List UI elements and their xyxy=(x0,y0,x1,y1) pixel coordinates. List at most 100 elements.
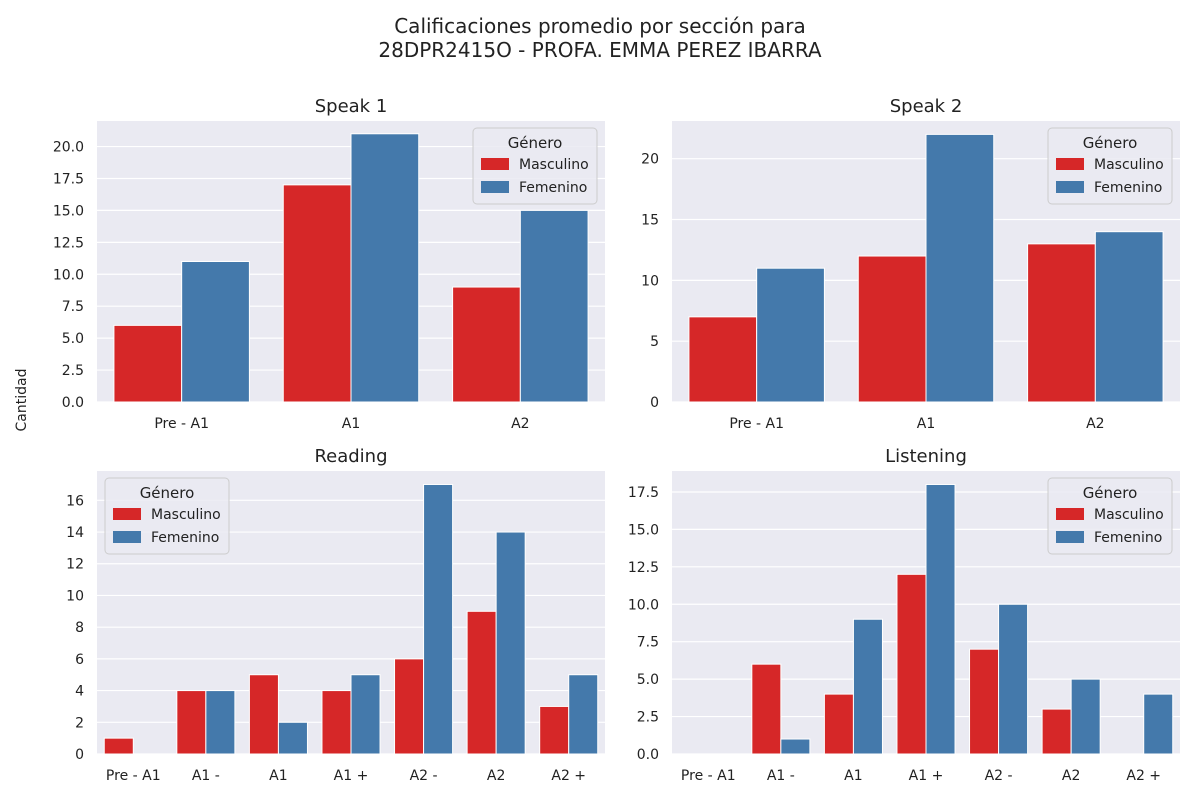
legend-label: Femenino xyxy=(519,180,587,196)
bar-masculino xyxy=(321,690,352,755)
y-tick-label: 14 xyxy=(66,525,84,541)
bar-femenino xyxy=(756,267,825,403)
bar-femenino xyxy=(495,531,526,755)
bar-masculino xyxy=(539,705,570,755)
bar-masculino xyxy=(282,184,352,403)
y-tick-label: 12.5 xyxy=(628,560,659,576)
y-tick-label: 15.0 xyxy=(628,522,659,538)
x-tick-label: A1 + xyxy=(909,768,944,784)
figure-title-line1: Calificaciones promedio por sección para xyxy=(394,14,806,38)
y-tick-label: 0 xyxy=(75,747,84,763)
y-tick-label: 5.0 xyxy=(62,331,84,347)
chart-1: 0 5 10 15 20 Pre - A1 A1 A2 Speak 2 Género Masculi… xyxy=(641,96,1180,432)
legend-swatch xyxy=(481,158,509,170)
y-tick-label: 15 xyxy=(641,213,659,229)
bar-femenino xyxy=(852,618,883,755)
legend: Género Masculino Femenino xyxy=(1047,127,1173,205)
legend-title: Género xyxy=(1083,484,1138,502)
y-tick-label: 4 xyxy=(75,684,84,700)
bar-femenino xyxy=(1143,693,1174,755)
y-tick-label: 5.0 xyxy=(637,672,659,688)
bar-masculino xyxy=(394,658,425,755)
legend-swatch xyxy=(113,531,141,543)
bar-femenino xyxy=(277,721,308,755)
bar-masculino xyxy=(1041,708,1072,755)
y-tick-label: 10 xyxy=(641,273,659,289)
y-tick-label: 7.5 xyxy=(62,299,84,315)
legend-label: Masculino xyxy=(151,507,221,523)
y-tick-label: 20.0 xyxy=(53,140,84,156)
legend-title: Género xyxy=(508,134,563,152)
x-tick-label: A2 xyxy=(1062,768,1080,784)
legend-label: Femenino xyxy=(1094,180,1162,196)
legend-title: Género xyxy=(1083,134,1138,152)
legend: Género Masculino Femenino xyxy=(104,477,230,555)
bar-masculino xyxy=(969,648,1000,755)
y-tick-label: 15.0 xyxy=(53,203,84,219)
subplot-title: Speak 2 xyxy=(890,96,963,117)
bar-femenino xyxy=(1070,678,1101,755)
x-tick-label: Pre - A1 xyxy=(106,768,161,784)
y-tick-label: 17.5 xyxy=(628,485,659,501)
x-tick-label: A1 xyxy=(844,768,862,784)
subplot-title: Speak 1 xyxy=(315,96,388,117)
x-tick-label: A2 + xyxy=(1126,768,1161,784)
figure-title-line2: 28DPR2415O - PROFA. EMMA PEREZ IBARRA xyxy=(378,38,822,62)
y-tick-label: 5 xyxy=(650,334,659,350)
y-tick-label: 12 xyxy=(66,557,84,573)
legend-swatch xyxy=(113,508,141,520)
legend-label: Femenino xyxy=(1094,530,1162,546)
bar-femenino xyxy=(1094,231,1164,403)
y-tick-label: 8 xyxy=(75,620,84,636)
bar-femenino xyxy=(519,209,589,403)
y-tick-label: 17.5 xyxy=(53,171,84,187)
bar-femenino xyxy=(181,261,250,403)
bar-masculino xyxy=(688,316,758,403)
subplot-title: Reading xyxy=(314,446,387,467)
y-tick-label: 10.0 xyxy=(628,597,659,613)
y-tick-label: 0 xyxy=(650,395,659,411)
chart-3: 0.0 2.5 5.0 7.5 10.0 12.5 15.0 17.5 Pre - A1 A1 -… xyxy=(628,446,1180,784)
x-tick-label: A1 - xyxy=(192,768,220,784)
y-tick-label: 2.5 xyxy=(637,710,659,726)
y-tick-label: 16 xyxy=(66,493,84,509)
chart-2: 0 2 4 6 8 10 12 14 16 Pre - A1 A1 - A1 A1 + A2 - A2 A2 … xyxy=(66,446,605,784)
y-tick-label: 10 xyxy=(66,588,84,604)
y-tick-label: 2 xyxy=(75,715,84,731)
x-tick-label: A1 xyxy=(269,768,287,784)
legend-swatch xyxy=(1056,181,1084,193)
x-tick-label: A2 xyxy=(487,768,505,784)
x-tick-label: A1 + xyxy=(334,768,369,784)
chart-0: 0.0 2.5 5.0 7.5 10.0 12.5 15.0 17.5 20.0 Pre - A1… xyxy=(53,96,605,432)
y-tick-label: 0.0 xyxy=(637,747,659,763)
legend-title: Género xyxy=(140,484,195,502)
x-tick-label: A2 xyxy=(511,416,529,432)
bar-masculino xyxy=(823,693,854,755)
x-tick-label: A2 - xyxy=(410,768,438,784)
legend-label: Masculino xyxy=(1094,157,1164,173)
bar-femenino xyxy=(350,133,420,403)
x-tick-label: A2 xyxy=(1086,416,1104,432)
y-tick-label: 7.5 xyxy=(637,635,659,651)
y-tick-label: 6 xyxy=(75,652,84,668)
legend-swatch xyxy=(481,181,509,193)
legend: Género Masculino Femenino xyxy=(472,127,598,205)
bar-masculino xyxy=(466,610,497,755)
bar-masculino xyxy=(248,674,279,755)
bar-femenino xyxy=(925,483,956,755)
x-tick-label: Pre - A1 xyxy=(681,768,736,784)
x-tick-label: A1 - xyxy=(767,768,795,784)
legend-label: Femenino xyxy=(151,530,219,546)
bar-masculino xyxy=(1027,243,1096,403)
bar-femenino xyxy=(925,133,995,403)
x-tick-label: Pre - A1 xyxy=(729,416,784,432)
bar-femenino xyxy=(780,738,811,755)
bar-femenino xyxy=(998,603,1029,755)
bar-masculino xyxy=(751,663,782,755)
bar-masculino xyxy=(896,573,927,755)
bar-femenino xyxy=(568,674,599,755)
legend-swatch xyxy=(1056,158,1084,170)
bar-masculino xyxy=(103,737,134,755)
x-tick-label: Pre - A1 xyxy=(154,416,209,432)
